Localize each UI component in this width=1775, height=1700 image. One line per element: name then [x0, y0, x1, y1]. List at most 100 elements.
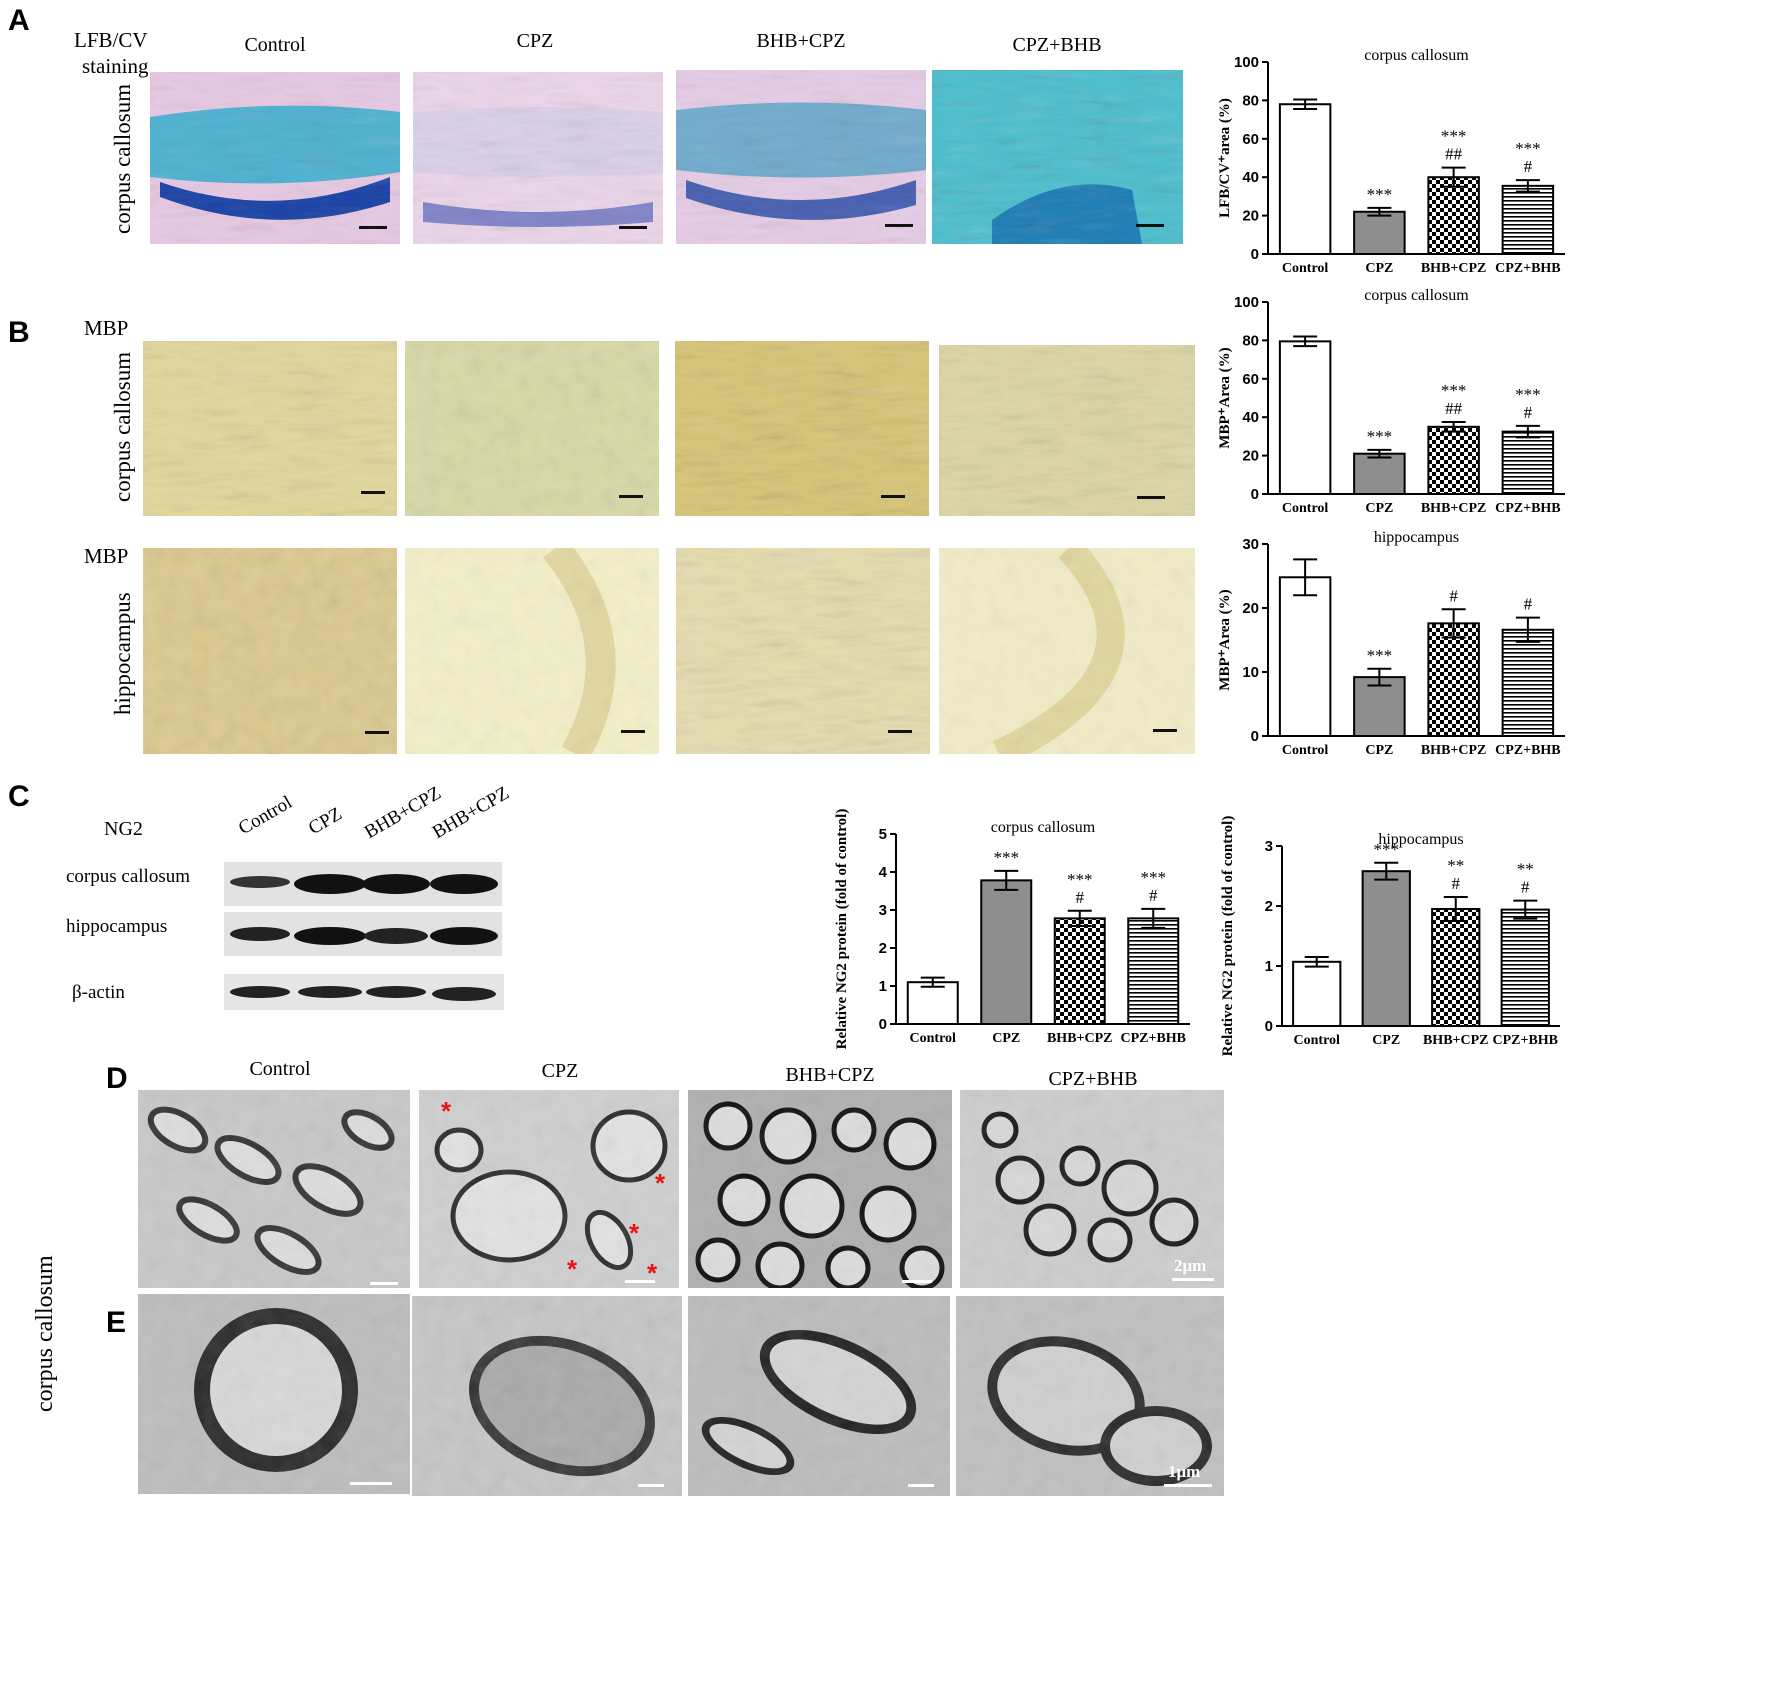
blot-row-label-beta-actin: β-actin	[72, 982, 125, 1003]
western-blot-ng2-hippocampus	[224, 912, 502, 956]
bar	[1427, 425, 1480, 495]
chart-group: hippocampus 0 1 2 3 Relative NG2 protein (fol…	[1220, 816, 1560, 1057]
significance-mark: **	[1447, 856, 1464, 875]
mbp-cc-image-control	[143, 341, 397, 516]
x-tick-label: CPZ	[992, 1031, 1020, 1046]
x-tick-label: CPZ	[1365, 501, 1393, 516]
y-tick-label: 10	[1242, 664, 1259, 681]
bar	[980, 879, 1033, 1025]
bar	[1361, 870, 1411, 1028]
lfb-image-control	[150, 72, 400, 244]
bar	[906, 981, 959, 1026]
chart-group: corpus callosum 0 20 40 60 80 100 LFB/CV⁺area (…	[1217, 47, 1565, 276]
y-axis-label: MBP⁺Area (%)	[1217, 347, 1233, 448]
panel-label-b-text: B	[8, 316, 30, 350]
stain-label-line2: staining	[82, 54, 149, 78]
red-asterisk-marker: *	[647, 1258, 658, 1288]
scale-bar	[1153, 729, 1177, 732]
bar	[1353, 210, 1406, 255]
y-tick-label: 5	[879, 826, 887, 843]
red-asterisk-marker: *	[441, 1096, 452, 1126]
em-col-label-cpz: CPZ	[541, 1060, 579, 1082]
col-label-control: Control	[244, 34, 306, 56]
y-tick-label: 0	[1265, 1018, 1273, 1035]
y-tick-label: 1	[1265, 958, 1273, 975]
bar	[1431, 908, 1481, 1027]
y-axis-label: Relative NG2 protein (fold of control)	[834, 809, 850, 1050]
bar	[1278, 340, 1332, 495]
y-tick-label: 0	[1251, 486, 1259, 503]
significance-mark: #	[1524, 595, 1533, 614]
mbp-cc-image-cpz	[405, 341, 659, 516]
significance-mark: #	[1449, 586, 1458, 605]
significance-mark: #	[1076, 888, 1085, 907]
significance-mark: ***	[1515, 139, 1541, 158]
scale-bar	[365, 731, 389, 734]
chart-group: corpus callosum 0 1 2 3 4 5 Relative NG2 protei…	[834, 809, 1190, 1050]
significance-mark: #	[1521, 878, 1530, 897]
em-d-image-bhb-cpz	[688, 1090, 952, 1288]
em-e-image-cpz	[412, 1296, 682, 1496]
em-col-label-bhb-cpz: BHB+CPZ	[785, 1064, 875, 1086]
em-e-image-control	[138, 1294, 410, 1494]
y-tick-label: 20	[1242, 600, 1259, 617]
significance-mark: #	[1452, 874, 1461, 893]
y-tick-label: 3	[1265, 838, 1273, 855]
x-tick-label: CPZ+BHB	[1495, 261, 1561, 276]
bar	[1427, 176, 1480, 255]
em-e-image-bhb-cpz	[688, 1296, 950, 1496]
em-d-image-cpz-bhb: 2μm	[960, 1090, 1224, 1288]
significance-mark: ***	[1067, 870, 1093, 889]
lfb-image-cpz	[413, 72, 663, 244]
y-axis-label: Relative NG2 protein (fold of control)	[1220, 816, 1236, 1057]
col-label-cpz: CPZ	[516, 30, 554, 52]
scale-bar	[881, 495, 905, 498]
stain-label-line1: LFB/CV	[74, 28, 148, 52]
em-d-image-control	[138, 1090, 410, 1288]
y-tick-label: 0	[879, 1016, 887, 1033]
significance-mark: ***	[1515, 385, 1541, 404]
mbp-hip-image-bhb-cpz	[676, 548, 930, 754]
bar	[1353, 676, 1406, 737]
x-tick-label: Control	[1282, 501, 1329, 516]
chart-group: hippocampus 0 10 20 30 MBP⁺Area (%) Control CPZ…	[1217, 529, 1565, 758]
y-tick-label: 80	[1242, 92, 1259, 109]
em-col-label-cpz-bhb: CPZ+BHB	[1048, 1068, 1138, 1090]
significance-mark: ***	[994, 848, 1020, 867]
significance-mark: ##	[1445, 145, 1463, 164]
panel-label-a: A	[8, 4, 30, 37]
y-tick-label: 60	[1242, 371, 1259, 388]
scale-bar	[625, 1280, 655, 1283]
scale-bar	[908, 1484, 934, 1487]
scale-bar	[619, 226, 647, 229]
bar	[1278, 103, 1332, 255]
panel-label-d: D	[106, 1062, 128, 1095]
em-col-label-control: Control	[249, 1058, 311, 1080]
lfb-image-bhb-cpz	[676, 70, 926, 244]
western-blot-beta-actin	[224, 974, 504, 1010]
scale-bar	[1137, 496, 1165, 499]
y-tick-label: 20	[1242, 208, 1259, 225]
stain-label-mbp-hip: MBP	[84, 544, 129, 568]
x-tick-label: CPZ	[1365, 743, 1393, 758]
em-e-image-cpz-bhb: 1μm	[956, 1296, 1224, 1496]
bar	[1292, 960, 1342, 1027]
bar	[1353, 452, 1406, 495]
x-tick-label: BHB+CPZ	[1421, 261, 1487, 276]
y-tick-label: 2	[879, 940, 887, 957]
bar	[1127, 917, 1180, 1025]
y-axis-label: MBP⁺Area (%)	[1217, 589, 1233, 690]
scale-bar	[359, 226, 387, 229]
y-tick-label: 100	[1234, 54, 1259, 71]
y-tick-label: 30	[1242, 536, 1259, 553]
significance-mark: ***	[1441, 127, 1467, 146]
panel-label-c: C	[8, 780, 30, 813]
y-tick-label: 40	[1242, 169, 1259, 186]
panel-label-e: E	[106, 1306, 127, 1339]
significance-mark: #	[1524, 157, 1533, 176]
